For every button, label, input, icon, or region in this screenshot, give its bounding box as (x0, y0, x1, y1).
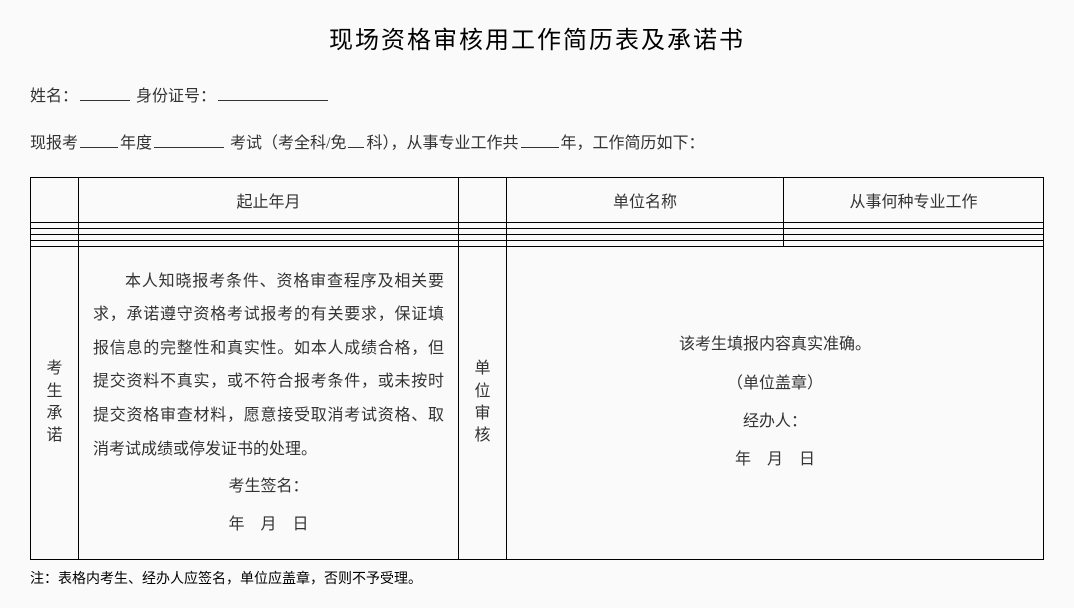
commitment-row: 考生承诺 本人知晓报考条件、资格审查程序及相关要求，承诺遵守资格考试报考的有关要… (31, 246, 1044, 560)
exam-suffix: 科），从事专业工作共 (366, 135, 518, 152)
resume-table: 起止年月 单位名称 从事何种专业工作 考生承诺 本人知晓报考条件、资格审查程序及… (30, 177, 1044, 561)
exam-name-blank[interactable] (154, 132, 224, 148)
header-work: 从事何种专业工作 (784, 177, 1044, 222)
exam-line: 现报考 年度 考试（考全科/免 科），从事专业工作共 年，工作简历如下： (30, 130, 1044, 159)
exempt-blank[interactable] (348, 132, 364, 148)
verify-line2: （单位盖章） (521, 365, 1029, 403)
commit-date: 年 月 日 (93, 508, 444, 542)
name-blank[interactable] (80, 85, 130, 101)
commit-text: 本人知晓报考条件、资格审查程序及相关要求，承诺遵守资格考试报考的有关要求，保证填… (93, 265, 444, 467)
commit-label-cell: 考生承诺 (31, 246, 79, 560)
header-row: 起止年月 单位名称 从事何种专业工作 (31, 177, 1044, 222)
id-label: 身份证号： (136, 88, 216, 105)
exam-label: 考试（考全科/免 (230, 135, 346, 152)
verify-label-cell: 单位审核 (459, 246, 507, 560)
verify-date: 年 月 日 (521, 441, 1029, 479)
verify-line1: 该考生填报内容真实准确。 (521, 326, 1029, 364)
header-period: 起止年月 (79, 177, 459, 222)
page-title: 现场资格审核用工作简历表及承诺书 (30, 20, 1044, 55)
header-empty-mid (459, 177, 507, 222)
verify-line3: 经办人： (521, 403, 1029, 441)
footer-note: 注：表格内考生、经办人应签名，单位应盖章，否则不予受理。 (30, 568, 1044, 588)
year-blank[interactable] (80, 132, 118, 148)
commit-sign: 考生签名： (93, 470, 444, 504)
commit-body-cell: 本人知晓报考条件、资格审查程序及相关要求，承诺遵守资格考试报考的有关要求，保证填… (79, 246, 459, 560)
header-empty-left (31, 177, 79, 222)
year-unit: 年度 (120, 135, 152, 152)
name-label: 姓名： (30, 88, 78, 105)
header-unit: 单位名称 (507, 177, 784, 222)
years-suffix: 年，工作简历如下： (561, 135, 705, 152)
id-blank[interactable] (218, 85, 328, 101)
years-blank[interactable] (521, 132, 559, 148)
verify-body-cell: 该考生填报内容真实准确。 （单位盖章） 经办人： 年 月 日 (507, 246, 1044, 560)
exam-prefix: 现报考 (30, 135, 78, 152)
name-id-line: 姓名： 身份证号： (30, 83, 1044, 112)
